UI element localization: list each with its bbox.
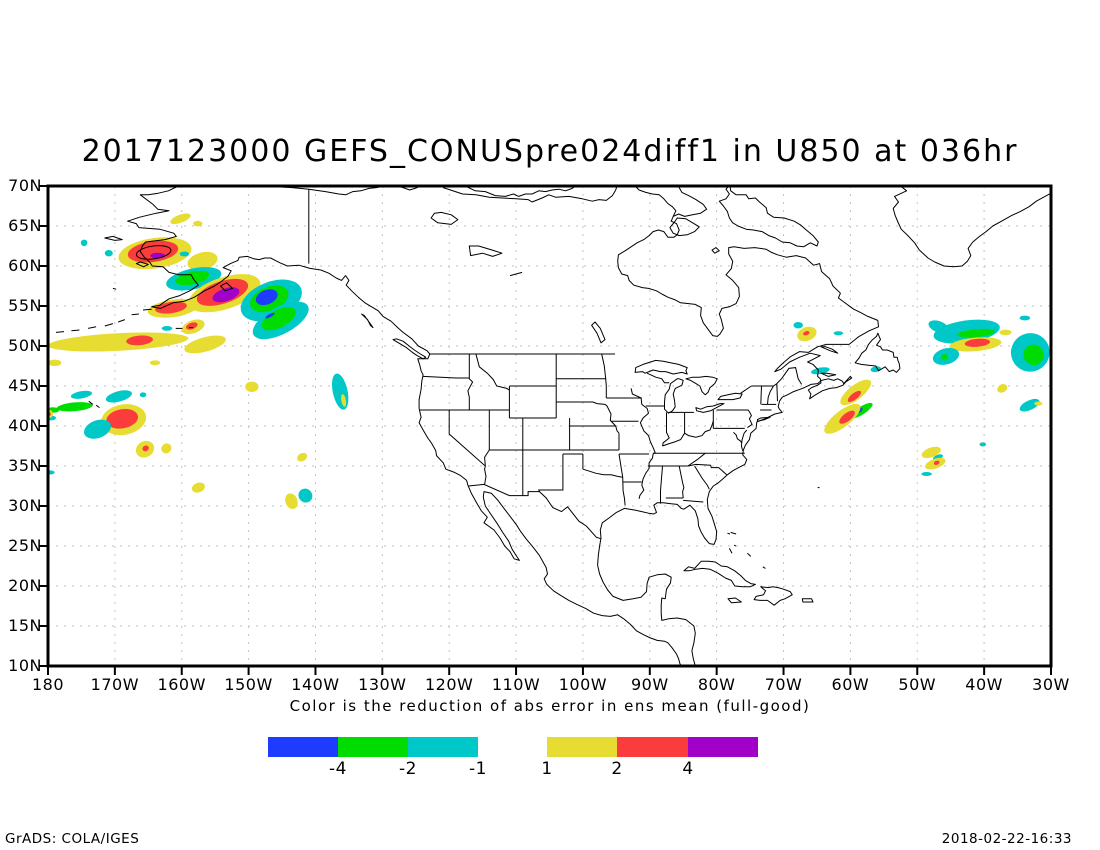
lat-tick-label: 25N	[8, 536, 42, 555]
lat-tick-label: 20N	[8, 576, 42, 595]
colorbar-segment	[687, 737, 758, 757]
colorbar-tick-label: 4	[682, 759, 694, 779]
lat-tick-label: 55N	[8, 296, 42, 315]
colorbar-tick-label: 2	[611, 759, 623, 779]
colorbar-tick-label: -4	[329, 759, 347, 779]
lon-tick-label: 70W	[764, 675, 803, 694]
lat-tick-label: 60N	[8, 256, 42, 275]
colorbar-tick-label: 1	[541, 759, 553, 779]
coastlines	[55, 186, 1051, 666]
lon-tick-label: 100W	[558, 675, 608, 694]
lon-tick-label: 40W	[965, 675, 1003, 694]
lon-tick-label: 160W	[157, 675, 206, 694]
lon-tick-label: 30W	[1032, 675, 1070, 694]
lat-tick-label: 30N	[8, 496, 42, 515]
political-borders	[308, 189, 803, 540]
anomaly-regions	[48, 213, 1050, 509]
lon-tick-label: 130W	[358, 675, 407, 694]
colorbar-segment	[617, 737, 688, 757]
colorbar-caption: Color is the reduction of abs error in e…	[289, 697, 811, 715]
lon-tick-label: 120W	[425, 675, 474, 694]
map-layers	[48, 186, 1051, 666]
lat-tick-label: 45N	[8, 376, 42, 395]
colorbar-segment	[268, 737, 338, 757]
lon-tick-label: 80W	[697, 675, 736, 694]
lat-tick-label: 65N	[8, 216, 42, 235]
lon-tick-label: 50W	[898, 675, 937, 694]
colorbar-segment	[338, 737, 408, 757]
timestamp: 2018-02-22-16:33	[941, 831, 1072, 847]
colorbar-segment	[547, 737, 618, 757]
lon-tick-label: 60W	[831, 675, 870, 694]
colorbar-segment	[408, 737, 478, 757]
lat-tick-label: 15N	[8, 616, 42, 635]
grads-credit: GrADS: COLA/IGES	[5, 831, 140, 847]
colorbar-negative	[268, 737, 478, 757]
lat-tick-label: 50N	[8, 336, 42, 355]
contour-fragments	[88, 245, 194, 409]
colorbar-positive	[547, 737, 758, 757]
lat-tick-label: 10N	[8, 656, 42, 675]
lat-tick-label: 70N	[8, 176, 42, 195]
lon-tick-label: 140W	[291, 675, 340, 694]
lat-tick-label: 35N	[8, 456, 42, 475]
lat-tick-label: 40N	[8, 416, 42, 435]
lon-tick-label: 170W	[90, 675, 140, 694]
colorbar-tick-label: -2	[399, 759, 417, 779]
lon-tick-label: 150W	[224, 675, 273, 694]
lon-tick-label: 180	[31, 675, 65, 694]
plot-title: 2017123000 GEFS_CONUSpre024diff1 in U850…	[81, 134, 1019, 169]
plot-frame	[39, 184, 1053, 675]
colorbar-tick-label: -1	[469, 759, 487, 779]
lon-tick-label: 110W	[491, 675, 541, 694]
lon-tick-label: 90W	[630, 675, 669, 694]
